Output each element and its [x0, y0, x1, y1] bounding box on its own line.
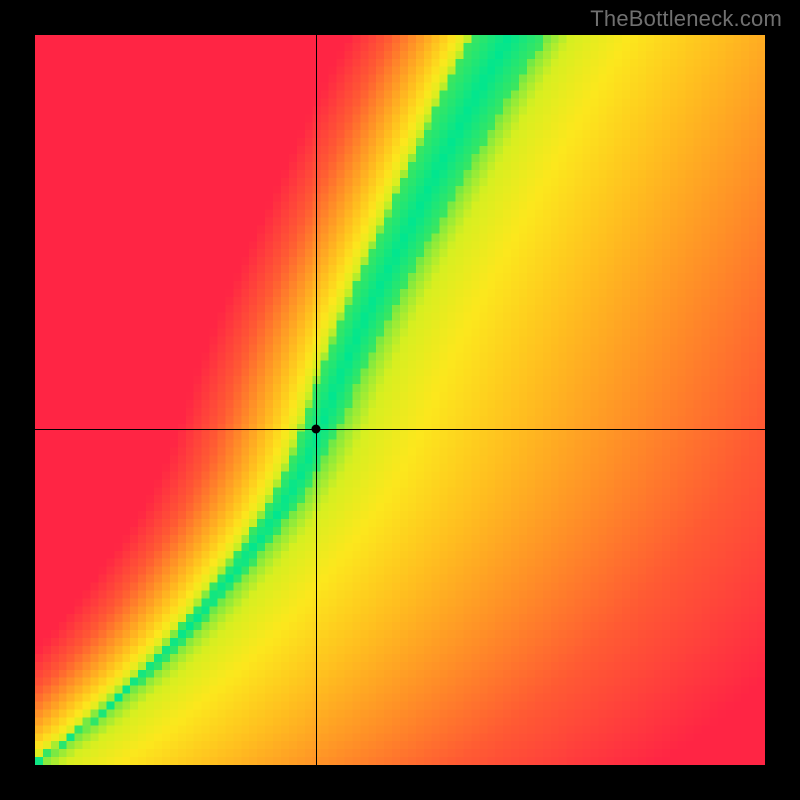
watermark-text: TheBottleneck.com	[590, 6, 782, 32]
crosshair-horizontal	[35, 429, 765, 430]
heatmap-canvas	[35, 35, 765, 765]
heatmap-plot	[35, 35, 765, 765]
crosshair-vertical	[316, 35, 317, 765]
crosshair-marker-dot	[312, 425, 321, 434]
